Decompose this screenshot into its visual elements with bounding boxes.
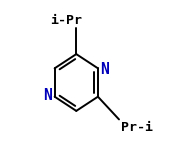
Text: Pr-i: Pr-i [121,121,153,134]
Text: N: N [43,88,52,103]
Text: i-Pr: i-Pr [50,14,82,27]
Text: N: N [100,62,109,77]
